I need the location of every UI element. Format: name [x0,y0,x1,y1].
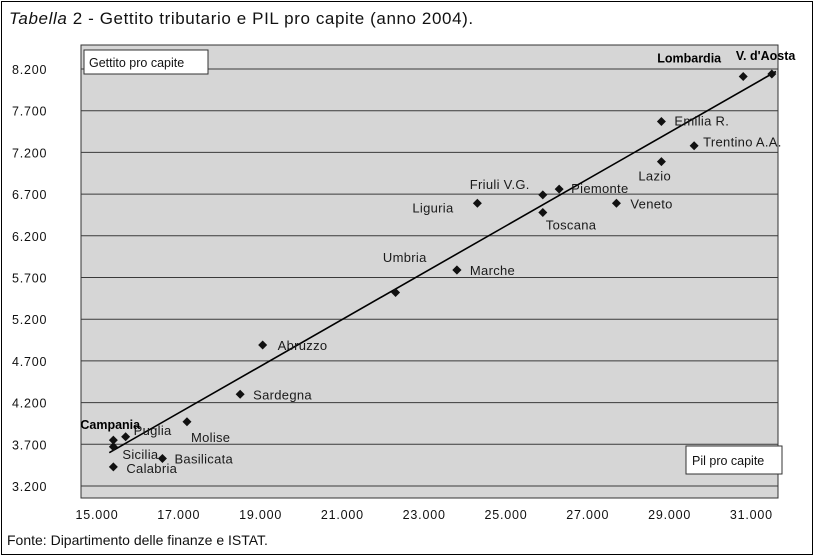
data-point [656,117,666,127]
data-point [538,207,548,217]
point-label: Sardegna [253,387,312,402]
ylabel: Gettito pro capite [89,56,184,70]
x-tick-label: 23.000 [403,508,446,522]
x-tick-label: 19.000 [239,508,282,522]
y-tick-label: 5.700 [12,272,47,286]
point-label: Veneto [630,196,672,211]
point-label: Emilia R. [674,114,729,129]
y-tick-label: 8.200 [12,63,47,77]
data-point [108,462,118,472]
y-tick-label: 7.700 [12,105,47,119]
title-italic: Tabella [9,9,68,28]
point-label: V. d'Aosta [736,49,797,63]
data-point [767,69,777,79]
data-point [689,141,699,151]
data-point [108,442,118,452]
point-label: Calabria [126,461,177,476]
y-tick-label: 4.200 [12,397,47,411]
source-note: Fonte: Dipartimento delle finanze e ISTA… [7,532,268,548]
y-tick-label: 6.200 [12,230,47,244]
point-label: Toscana [546,217,597,232]
x-tick-label: 27.000 [566,508,609,522]
chart-title: Tabella 2 - Gettito tributario e PIL pro… [9,9,474,29]
data-point [121,432,131,442]
data-point [235,389,245,399]
point-label: Trentino A.A. [703,135,782,150]
x-tick-label: 25.000 [484,508,527,522]
point-label: Puglia [134,423,172,438]
xlabel-box [685,445,783,475]
data-point [108,435,118,445]
x-tick-label: 31.000 [730,508,773,522]
data-point [452,265,462,275]
x-tick-label: 15.000 [75,508,118,522]
x-tick-label: 21.000 [321,508,364,522]
point-label: Marche [470,263,515,278]
y-tick-label: 7.200 [12,146,47,160]
point-label: Friuli V.G. [470,177,530,192]
data-point [472,198,482,208]
data-point [182,417,192,427]
data-point [738,72,748,82]
data-point [554,184,564,194]
y-tick-label: 5.200 [12,313,47,327]
point-label: Sicilia [122,447,159,462]
xlabel: Pil pro capite [692,454,764,468]
ylabel-box [83,49,209,75]
data-point [538,190,548,200]
data-point [391,288,401,298]
data-point [258,340,268,350]
y-tick-label: 3.700 [12,438,47,452]
point-label: Lombardia [657,52,722,66]
point-label: Molise [191,430,230,445]
y-tick-label: 4.700 [12,355,47,369]
point-label: Basilicata [174,451,233,466]
data-point [157,453,167,463]
title-rest: 2 - Gettito tributario e PIL pro capite … [67,9,474,28]
y-tick-label: 3.200 [12,480,47,494]
y-tick-label: 6.700 [12,188,47,202]
data-point [611,198,621,208]
point-label: Campania [80,418,141,432]
point-label: Liguria [412,200,454,215]
x-tick-label: 17.000 [157,508,200,522]
data-point [656,157,666,167]
x-tick-label: 29.000 [648,508,691,522]
point-label: Umbria [383,250,427,265]
point-label: Abruzzo [278,338,328,353]
point-label: Lazio [638,169,671,184]
trendline [108,70,777,454]
point-label: Piemonte [571,181,628,196]
